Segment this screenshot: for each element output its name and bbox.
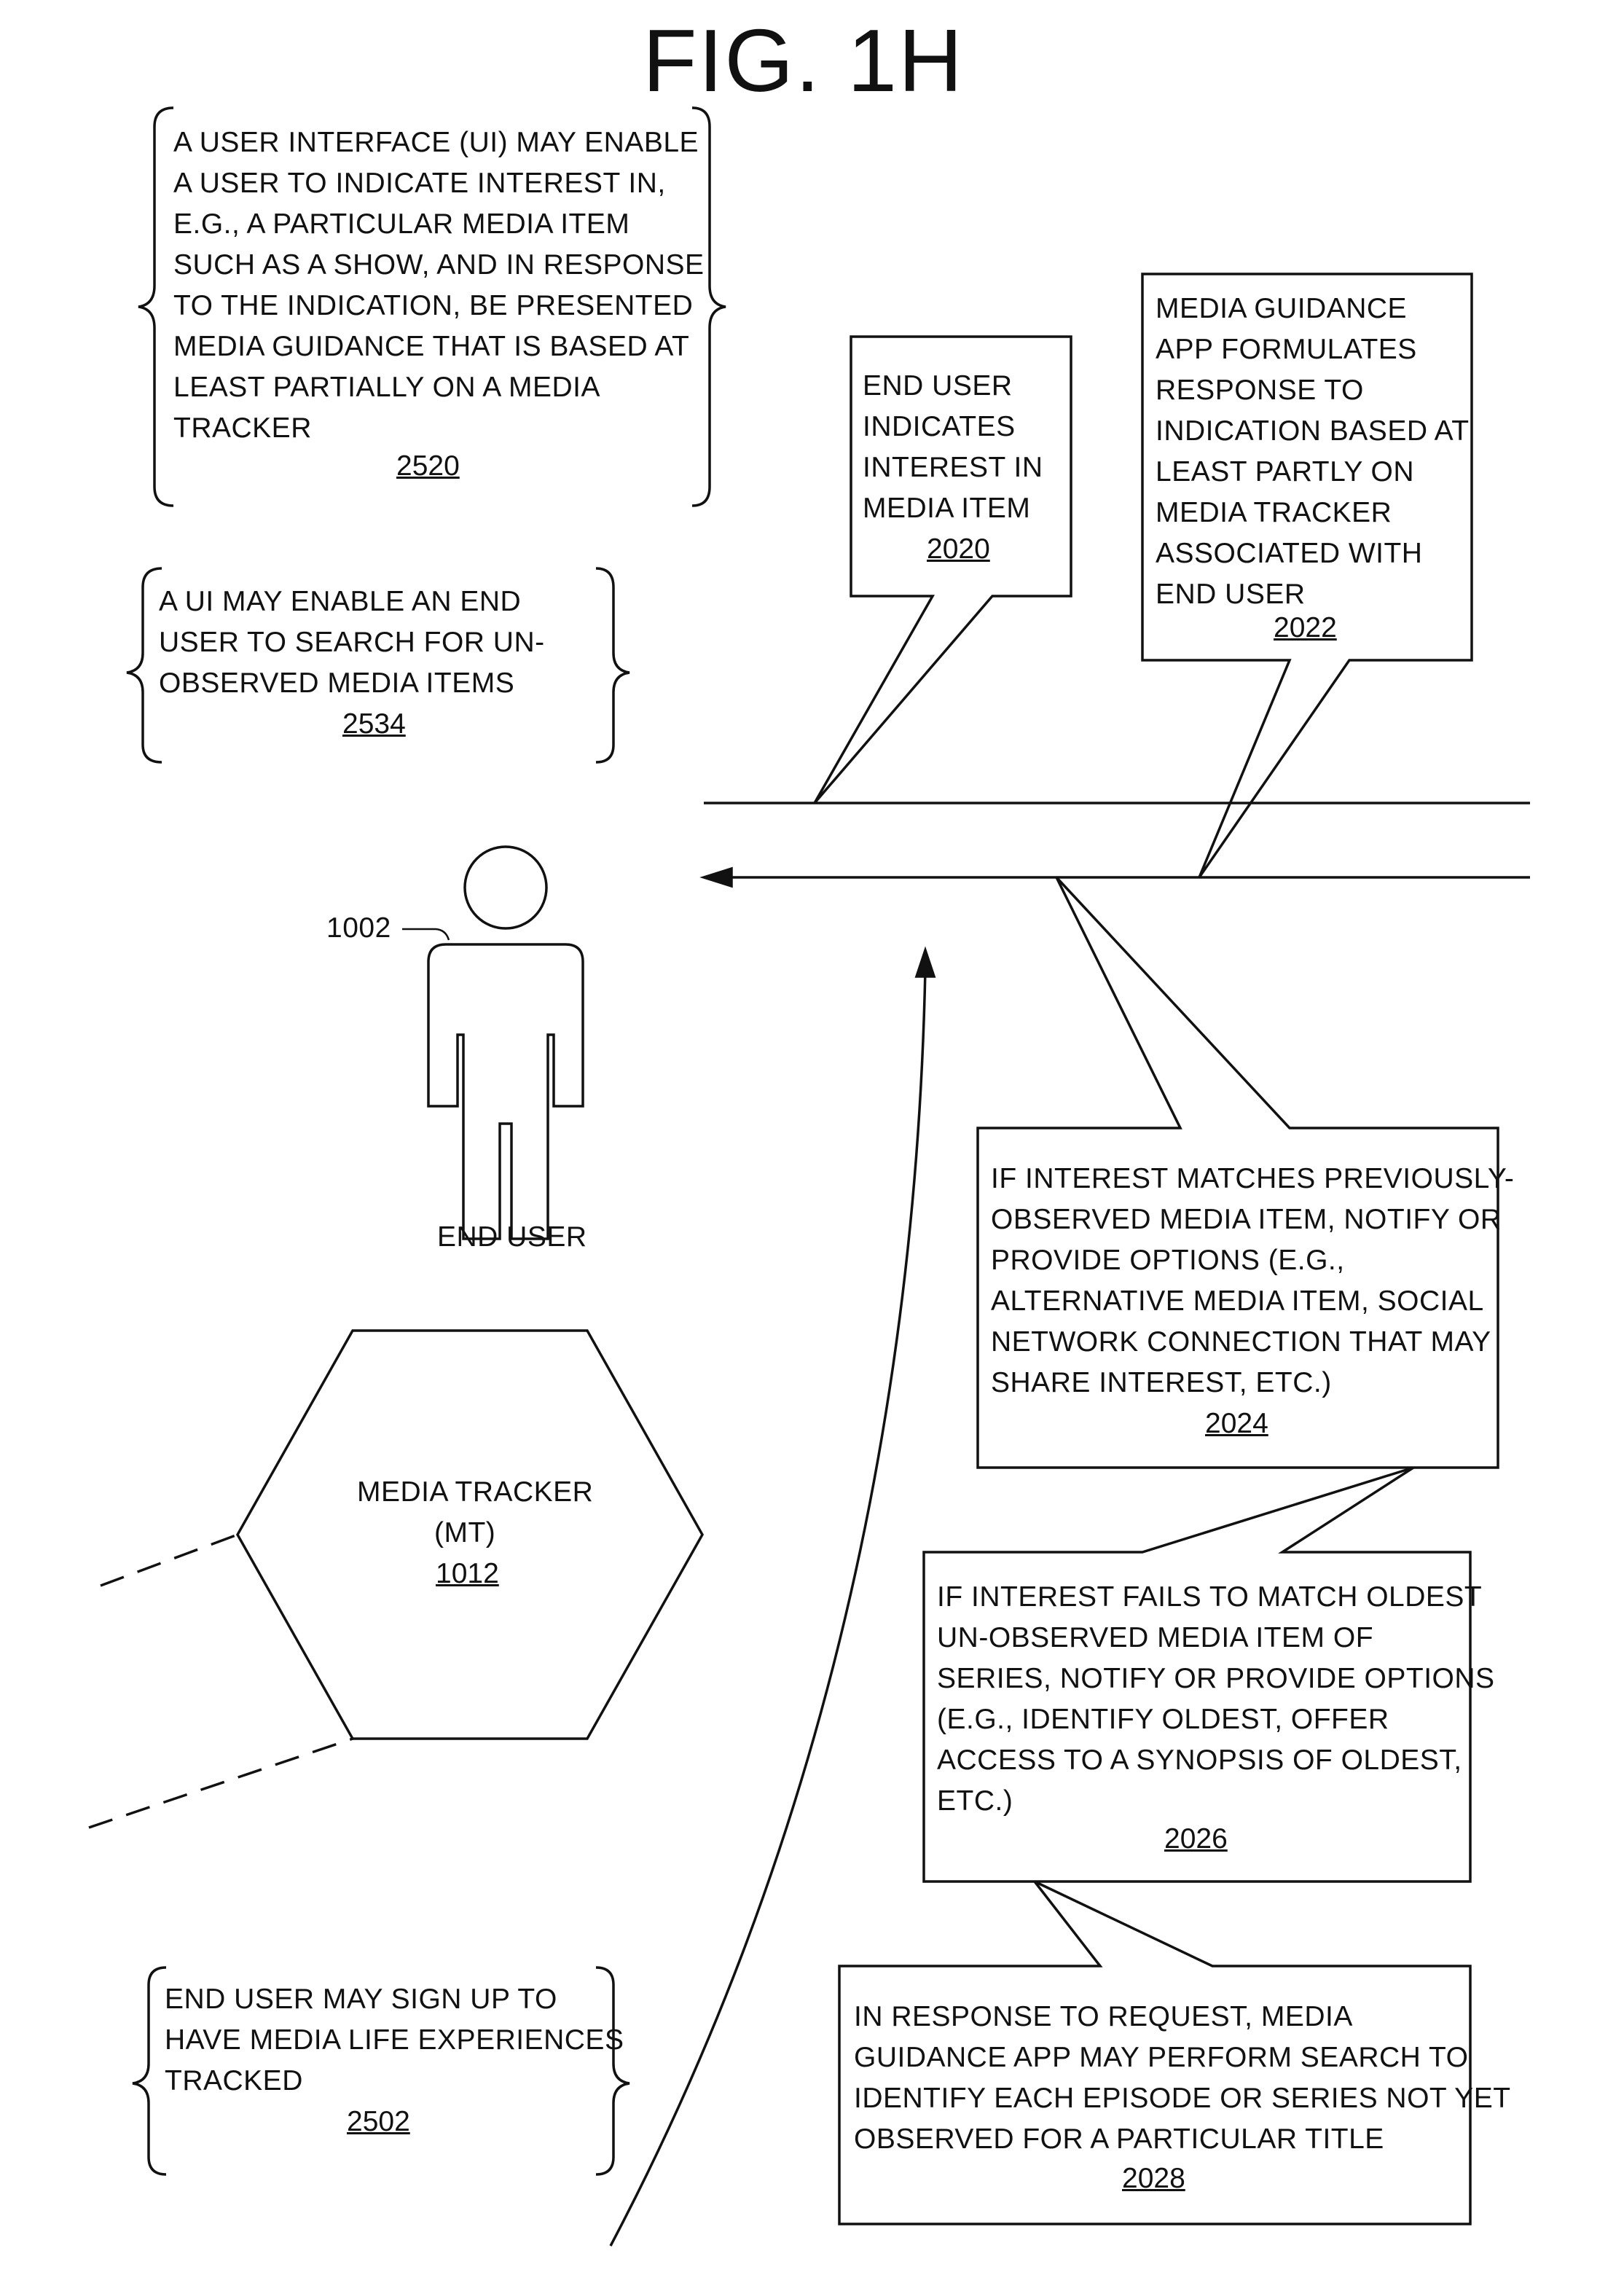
callout-2020-text: END USER INDICATES INTEREST IN MEDIA ITE… <box>863 366 1043 529</box>
curved-arrowhead <box>917 950 934 976</box>
callout-2028-ref: 2028 <box>1122 2158 1185 2199</box>
ui-note-ref: 2520 <box>396 446 460 487</box>
callout-2026-line: ACCESS TO A SYNOPSIS OF OLDEST, <box>937 1740 1495 1781</box>
signup-note-2502: END USER MAY SIGN UP TO HAVE MEDIA LIFE … <box>165 1979 624 2102</box>
search-note-line: OBSERVED MEDIA ITEMS <box>159 663 545 704</box>
callout-2026-line: UN-OBSERVED MEDIA ITEM OF <box>937 1618 1495 1659</box>
callout-2022-text: MEDIA GUIDANCE APP FORMULATES RESPONSE T… <box>1156 289 1470 615</box>
callout-2024-ref: 2024 <box>1205 1403 1268 1444</box>
callout-2022-line: RESPONSE TO <box>1156 370 1470 411</box>
callout-2022-line: APP FORMULATES <box>1156 329 1470 370</box>
ui-note-line: A USER TO INDICATE INTEREST IN, <box>173 163 705 204</box>
callout-2028-line: OBSERVED FOR A PARTICULAR TITLE <box>854 2119 1511 2160</box>
figure-title: FIG. 1H <box>643 13 964 108</box>
callout-2026-line: (E.G., IDENTIFY OLDEST, OFFER <box>937 1699 1495 1740</box>
callout-2028-text: IN RESPONSE TO REQUEST, MEDIA GUIDANCE A… <box>854 1997 1511 2160</box>
callout-2022-line: ASSOCIATED WITH <box>1156 533 1470 574</box>
ui-note-line: E.G., A PARTICULAR MEDIA ITEM <box>173 204 705 245</box>
callout-2022-line: LEAST PARTLY ON <box>1156 452 1470 493</box>
callout-2026-line: ETC.) <box>937 1781 1495 1822</box>
callout-2028-line: GUIDANCE APP MAY PERFORM SEARCH TO <box>854 2037 1511 2078</box>
callout-2026-line: IF INTEREST FAILS TO MATCH OLDEST <box>937 1577 1495 1618</box>
ui-note-line: TRACKER <box>173 408 705 449</box>
ui-note-line: A USER INTERFACE (UI) MAY ENABLE <box>173 122 705 163</box>
person-body <box>428 944 583 1239</box>
callout-2026-ref: 2026 <box>1164 1819 1228 1860</box>
callout-2024-text: IF INTEREST MATCHES PREVIOUSLY- OBSERVED… <box>991 1159 1514 1403</box>
ui-note-line: SUCH AS A SHOW, AND IN RESPONSE <box>173 245 705 286</box>
callout-2024-line: SHARE INTEREST, ETC.) <box>991 1363 1514 1403</box>
end-user-ref: 1002 <box>326 908 391 949</box>
callout-2024-line: IF INTEREST MATCHES PREVIOUSLY- <box>991 1159 1514 1199</box>
brace-2534-left <box>127 568 162 762</box>
media-tracker-ref: 1012 <box>436 1554 499 1594</box>
callout-2020-line: END USER <box>863 366 1043 407</box>
search-note-line: A UI MAY ENABLE AN END <box>159 582 545 622</box>
end-user-label: END USER <box>437 1217 587 1258</box>
callout-2026-line: SERIES, NOTIFY OR PROVIDE OPTIONS <box>937 1659 1495 1699</box>
ui-note-line: TO THE INDICATION, BE PRESENTED <box>173 286 705 326</box>
brace-2534-right <box>596 568 629 762</box>
search-note-2534: A UI MAY ENABLE AN END USER TO SEARCH FO… <box>159 582 545 704</box>
ui-note-line: MEDIA GUIDANCE THAT IS BASED AT <box>173 326 705 367</box>
callout-2022-line: MEDIA GUIDANCE <box>1156 289 1470 329</box>
callout-2022-ref: 2022 <box>1274 608 1337 649</box>
callout-2024-line: ALTERNATIVE MEDIA ITEM, SOCIAL <box>991 1281 1514 1322</box>
callout-2024-line: OBSERVED MEDIA ITEM, NOTIFY OR <box>991 1199 1514 1240</box>
ui-note-line: LEAST PARTIALLY ON A MEDIA <box>173 367 705 408</box>
signup-note-line: HAVE MEDIA LIFE EXPERIENCES <box>165 2020 624 2061</box>
dashed-connector-upper <box>101 1535 238 1586</box>
callout-2020-line: INTEREST IN <box>863 447 1043 488</box>
callout-2024-line: PROVIDE OPTIONS (E.G., <box>991 1240 1514 1281</box>
callout-2026-text: IF INTEREST FAILS TO MATCH OLDEST UN-OBS… <box>937 1577 1495 1822</box>
media-tracker-abbrev: (MT) <box>434 1513 495 1554</box>
brace-2520-left <box>138 108 173 506</box>
callout-2022-line: MEDIA TRACKER <box>1156 493 1470 533</box>
callout-2020-line: MEDIA ITEM <box>863 488 1043 529</box>
dashed-connector-lower <box>89 1739 353 1828</box>
callout-2028-line: IN RESPONSE TO REQUEST, MEDIA <box>854 1997 1511 2037</box>
callout-2024-line: NETWORK CONNECTION THAT MAY <box>991 1322 1514 1363</box>
signup-note-line: END USER MAY SIGN UP TO <box>165 1979 624 2020</box>
media-tracker-label: MEDIA TRACKER <box>357 1472 593 1513</box>
search-note-line: USER TO SEARCH FOR UN- <box>159 622 545 663</box>
callout-2020-line: INDICATES <box>863 407 1043 447</box>
signup-note-ref: 2502 <box>347 2102 410 2142</box>
timeline-arrowhead <box>704 869 731 886</box>
signup-note-line: TRACKED <box>165 2061 624 2102</box>
person-ref-leader <box>402 929 449 940</box>
brace-2502-left <box>133 1967 166 2174</box>
callout-2028-line: IDENTIFY EACH EPISODE OR SERIES NOT YET <box>854 2078 1511 2119</box>
callout-2020-ref: 2020 <box>927 529 990 570</box>
search-note-ref: 2534 <box>342 704 406 745</box>
person-head <box>465 847 546 928</box>
callout-2022-line: INDICATION BASED AT <box>1156 411 1470 452</box>
ui-note-2520: A USER INTERFACE (UI) MAY ENABLE A USER … <box>173 122 705 449</box>
